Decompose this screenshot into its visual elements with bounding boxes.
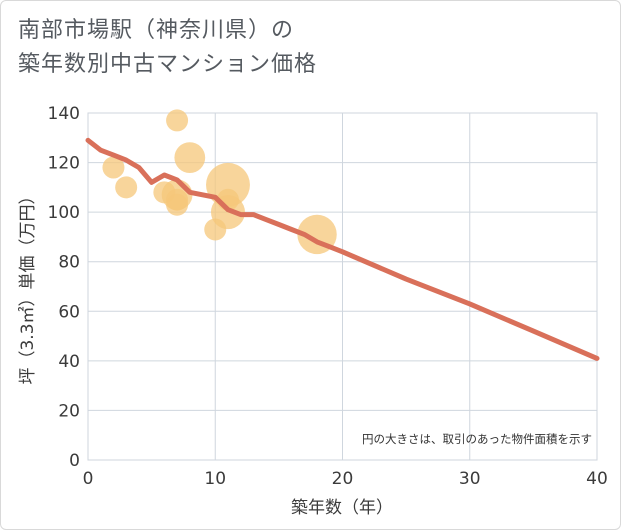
data-bubble <box>174 142 206 174</box>
y-tick-label: 80 <box>58 253 80 273</box>
y-tick-label: 100 <box>48 203 80 223</box>
x-tick-label: 30 <box>459 469 481 489</box>
x-tick-label: 10 <box>204 469 226 489</box>
y-tick-label: 40 <box>58 352 80 372</box>
x-tick-label: 0 <box>83 469 94 489</box>
title-line-1: 南部市場駅（神奈川県）の <box>18 18 295 43</box>
y-tick-label: 60 <box>58 302 80 322</box>
data-bubble <box>102 156 125 179</box>
data-bubble <box>166 109 189 132</box>
x-tick-label: 20 <box>332 469 354 489</box>
size-legend-note: 円の大きさは、取引のあった物件面積を示す <box>362 432 592 446</box>
y-axis-title: 坪（3.3㎡）単価（万円） <box>18 187 38 384</box>
data-bubble <box>166 193 189 216</box>
y-tick-labels: 0 20 40 60 80 100 120 140 <box>48 104 80 471</box>
x-axis-title: 築年数（年） <box>291 498 393 518</box>
y-tick-label: 120 <box>48 154 80 174</box>
trend-line <box>85 137 600 361</box>
y-tick-label: 140 <box>48 104 80 124</box>
y-tick-label: 0 <box>69 451 80 471</box>
trend-line-group <box>85 137 600 361</box>
grid-lines <box>87 112 598 461</box>
y-tick-label: 20 <box>58 401 80 421</box>
chart-title: 南部市場駅（神奈川県）の 築年数別中古マンション価格 <box>18 14 317 82</box>
bubble-series <box>102 109 337 255</box>
title-line-2: 築年数別中古マンション価格 <box>18 52 318 77</box>
data-bubble <box>115 176 138 199</box>
x-tick-label: 40 <box>586 469 608 489</box>
x-tick-labels: 0 10 20 30 40 <box>83 469 608 489</box>
